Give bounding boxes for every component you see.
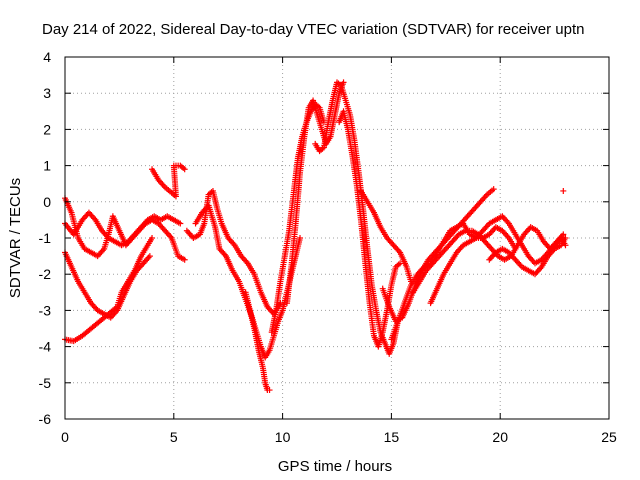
data-point (277, 300, 284, 307)
data-point (562, 235, 569, 241)
chart-title: Day 214 of 2022, Sidereal Day-to-day VTE… (42, 21, 584, 38)
series-track-D (62, 235, 156, 345)
data-point (560, 187, 567, 194)
axis-ticks (64, 56, 610, 420)
data-point (340, 79, 347, 86)
y-tick-label: -4 (39, 339, 52, 355)
y-tick-label: -2 (39, 266, 52, 282)
data-point (146, 253, 153, 260)
y-tick-label: 1 (43, 158, 51, 174)
data-point (181, 166, 188, 173)
x-tick-label: 0 (61, 429, 69, 445)
y-tick-label: 0 (43, 194, 51, 210)
series-track-J (283, 79, 347, 307)
data-point (177, 220, 184, 227)
x-tick-labels: 0 5 10 15 20 25 (61, 429, 617, 445)
x-tick-label: 20 (492, 429, 508, 445)
series-track-E (149, 162, 188, 200)
x-tick-label: 25 (601, 429, 617, 445)
series-track-K (312, 79, 401, 357)
y-tick-label: -1 (39, 230, 52, 246)
series-track-I (268, 101, 327, 336)
x-tick-label: 10 (275, 429, 291, 445)
y-tick-label: 4 (43, 49, 51, 65)
data-point (149, 235, 156, 241)
y-tick-labels: -6 -5 -4 -3 -2 -1 0 1 2 3 4 (39, 49, 52, 427)
y-tick-label: -5 (39, 375, 52, 391)
series-track-G (192, 202, 304, 361)
data-point (490, 186, 497, 193)
x-tick-label: 15 (384, 429, 400, 445)
y-tick-label: -6 (39, 411, 52, 427)
x-tick-label: 5 (170, 429, 178, 445)
y-axis-title: SDTVAR / TECUs (7, 178, 24, 298)
series-track-R (486, 235, 569, 278)
series-track-F (183, 187, 284, 318)
y-tick-label: -3 (39, 302, 52, 318)
series-track-A (62, 195, 188, 263)
data-points (62, 79, 569, 394)
series-track-Q (427, 213, 569, 307)
data-point (560, 231, 567, 238)
x-axis-title: GPS time / hours (278, 458, 392, 475)
y-tick-label: 2 (43, 121, 51, 137)
data-point (297, 235, 304, 241)
series-track-H (242, 289, 273, 394)
data-point (181, 256, 188, 263)
y-tick-label: 3 (43, 85, 51, 101)
series-track-S (560, 187, 567, 194)
data-point (266, 387, 273, 394)
